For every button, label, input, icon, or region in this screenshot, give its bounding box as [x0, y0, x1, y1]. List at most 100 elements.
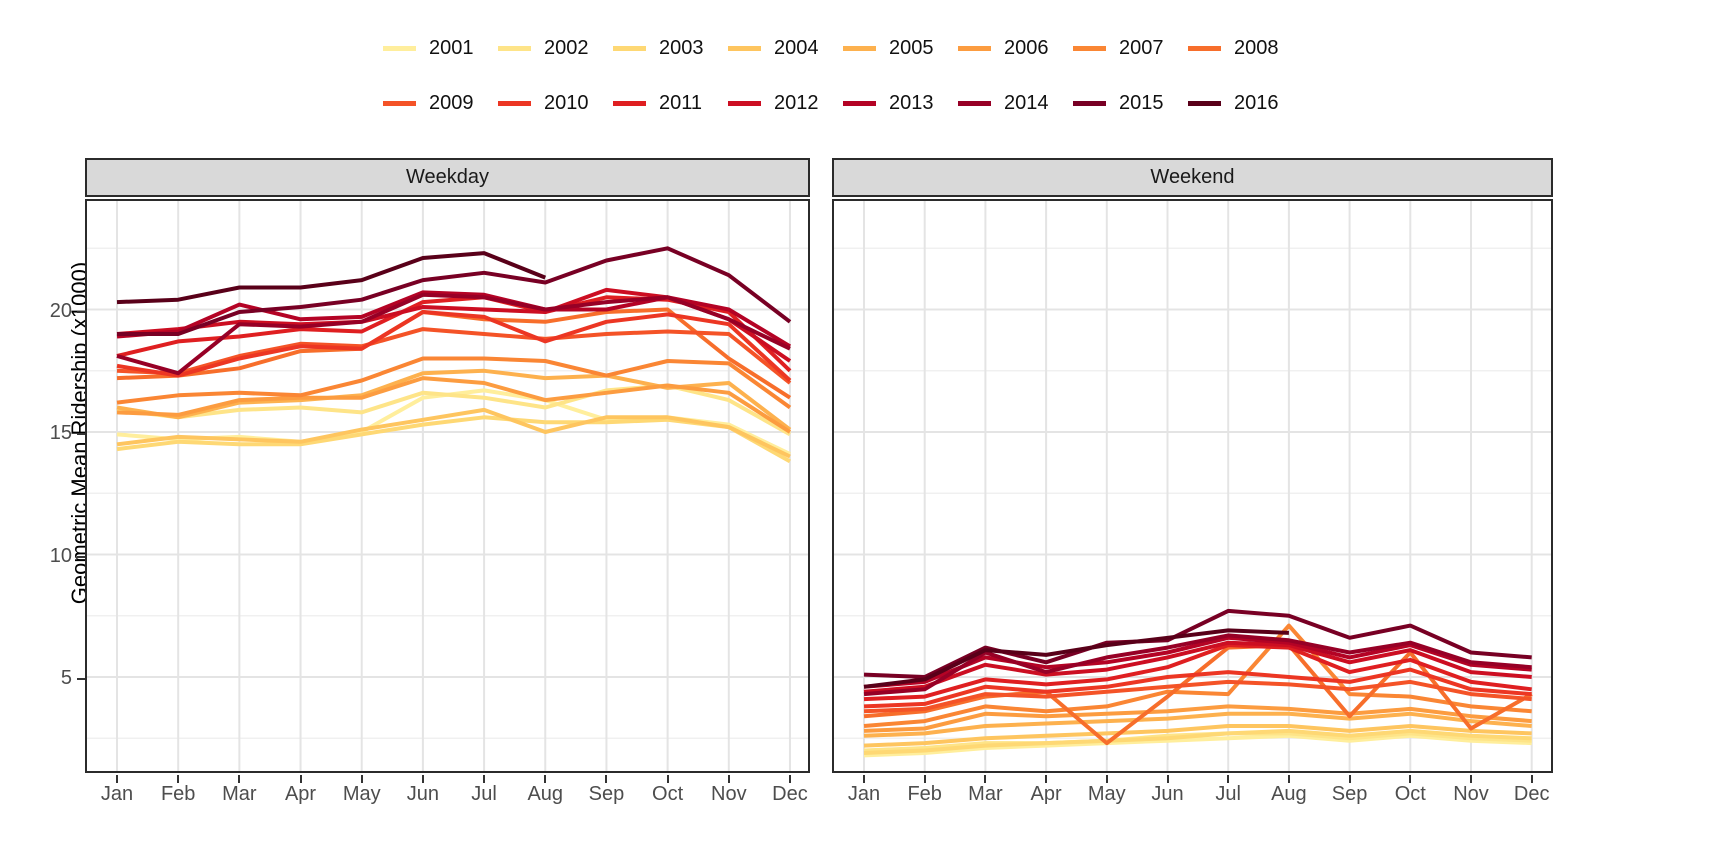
series-line-2006: [116, 376, 792, 434]
x-axis-label-feb: Feb: [907, 783, 942, 805]
legend-color-swatch: [613, 45, 646, 51]
legend-year-label: 2006: [1004, 37, 1049, 59]
legend-year-label: 2004: [774, 37, 819, 59]
legend-item-2003: 2003: [613, 34, 728, 62]
x-axis-label-may: May: [342, 783, 381, 805]
facet-strip-weekend: Weekend: [832, 158, 1553, 197]
legend-row-2: 2009 2010 2011 2012 2013 2014 2015 2016: [383, 89, 1303, 117]
legend-color-swatch: [1188, 100, 1221, 106]
x-axis-label-nov: Nov: [711, 783, 747, 805]
series-line-2007: [116, 356, 792, 410]
legend-year-label: 2016: [1234, 92, 1279, 114]
x-axis-tick: [421, 775, 424, 783]
legend-item-2015: 2015: [1073, 89, 1188, 117]
legend-color-swatch: [1188, 45, 1221, 51]
legend-color-swatch: [1073, 45, 1106, 51]
series-line-2010: [863, 667, 1532, 709]
x-axis-tick: [984, 775, 987, 783]
x-axis-tick: [788, 775, 791, 783]
series-line-2014: [863, 633, 1532, 697]
legend-item-2008: 2008: [1188, 34, 1303, 62]
x-axis-tick: [1166, 775, 1169, 783]
x-axis-label-jun: Jun: [406, 783, 440, 805]
series-line-2009: [116, 327, 792, 385]
y-axis-tick: [77, 555, 85, 558]
legend-item-2006: 2006: [958, 34, 1073, 62]
series-line-2010: [116, 310, 792, 382]
series-line-2003: [116, 415, 791, 464]
x-axis-label-jan: Jan: [847, 783, 881, 805]
panel-weekend: [832, 199, 1553, 773]
facet-strip-weekday: Weekday: [85, 158, 810, 197]
x-axis-tick: [863, 775, 865, 783]
x-axis-label-apr: Apr: [284, 783, 317, 805]
legend-item-2014: 2014: [958, 89, 1073, 117]
series-line-2016: [116, 251, 547, 305]
x-axis-tick: [299, 775, 302, 783]
x-axis-tick: [1348, 775, 1351, 783]
legend-year-label: 2011: [659, 92, 703, 114]
x-axis-tick: [1045, 775, 1048, 783]
legend-item-2009: 2009: [383, 89, 498, 117]
series-line-2009: [863, 679, 1532, 714]
y-axis-tick: [77, 310, 85, 313]
legend-row-1: 2001 2002 2003 2004 2005 2006 2007 2008: [383, 34, 1303, 62]
x-axis-label-may: May: [1087, 783, 1126, 805]
series-line-2007: [863, 623, 1532, 728]
legend-color-swatch: [843, 45, 876, 51]
x-axis-tick: [727, 775, 730, 783]
legend-year-label: 2008: [1234, 37, 1279, 59]
legend-item-2005: 2005: [843, 34, 958, 62]
x-axis-tick: [1105, 775, 1108, 783]
legend-color-swatch: [958, 45, 991, 51]
x-axis-tick: [1409, 775, 1412, 783]
legend-year-label: 2009: [429, 92, 474, 114]
series-line-2004: [863, 724, 1532, 748]
legend-year-label: 2010: [544, 92, 589, 114]
x-axis-tick: [1530, 775, 1533, 783]
x-axis-tick: [116, 775, 118, 783]
legend-item-2013: 2013: [843, 89, 958, 117]
x-axis-label-apr: Apr: [1030, 783, 1062, 805]
series-line-2016: [863, 628, 1289, 689]
legend-color-swatch: [728, 100, 761, 106]
x-axis-tick: [177, 775, 180, 783]
legend-color-swatch: [383, 45, 416, 51]
x-axis-tick: [1287, 775, 1290, 783]
legend-year-label: 2012: [774, 92, 819, 114]
series-line-2013: [863, 635, 1532, 689]
x-axis-label-mar: Mar: [968, 783, 1003, 805]
legend-item-2012: 2012: [728, 89, 843, 117]
y-axis-label-20: 20: [49, 299, 72, 322]
legend-item-2016: 2016: [1188, 89, 1303, 117]
x-axis-label-mar: Mar: [222, 783, 257, 805]
y-axis-tick: [77, 433, 85, 435]
legend-year-label: 2001: [429, 37, 474, 59]
legend-color-swatch: [728, 45, 761, 51]
x-axis-tick: [1227, 775, 1230, 783]
x-axis-tick: [544, 775, 547, 783]
legend-color-swatch: [958, 100, 991, 106]
series-line-2015: [863, 608, 1532, 679]
x-axis-label-sep: Sep: [1331, 783, 1368, 805]
x-axis-label-oct: Oct: [1394, 783, 1426, 805]
series-line-2006: [863, 704, 1532, 733]
series-line-2005: [863, 711, 1532, 738]
legend-year-label: 2013: [889, 92, 934, 114]
legend-color-swatch: [613, 100, 646, 106]
x-axis-tick: [483, 775, 486, 783]
legend-color-swatch: [383, 100, 416, 106]
x-axis-tick: [666, 775, 669, 783]
legend-item-2007: 2007: [1073, 34, 1188, 62]
x-axis-label-nov: Nov: [1453, 783, 1489, 805]
x-axis-label-feb: Feb: [160, 783, 196, 805]
series-line-2012: [863, 640, 1532, 694]
series-line-2004: [116, 407, 791, 459]
legend-item-2001: 2001: [383, 34, 498, 62]
legend-year-label: 2002: [544, 37, 589, 59]
x-axis-tick: [1470, 775, 1472, 783]
y-axis-label-15: 15: [49, 422, 72, 444]
x-axis-label-sep: Sep: [588, 783, 625, 805]
y-axis-label-10: 10: [49, 544, 72, 567]
legend-year-label: 2007: [1119, 37, 1164, 59]
